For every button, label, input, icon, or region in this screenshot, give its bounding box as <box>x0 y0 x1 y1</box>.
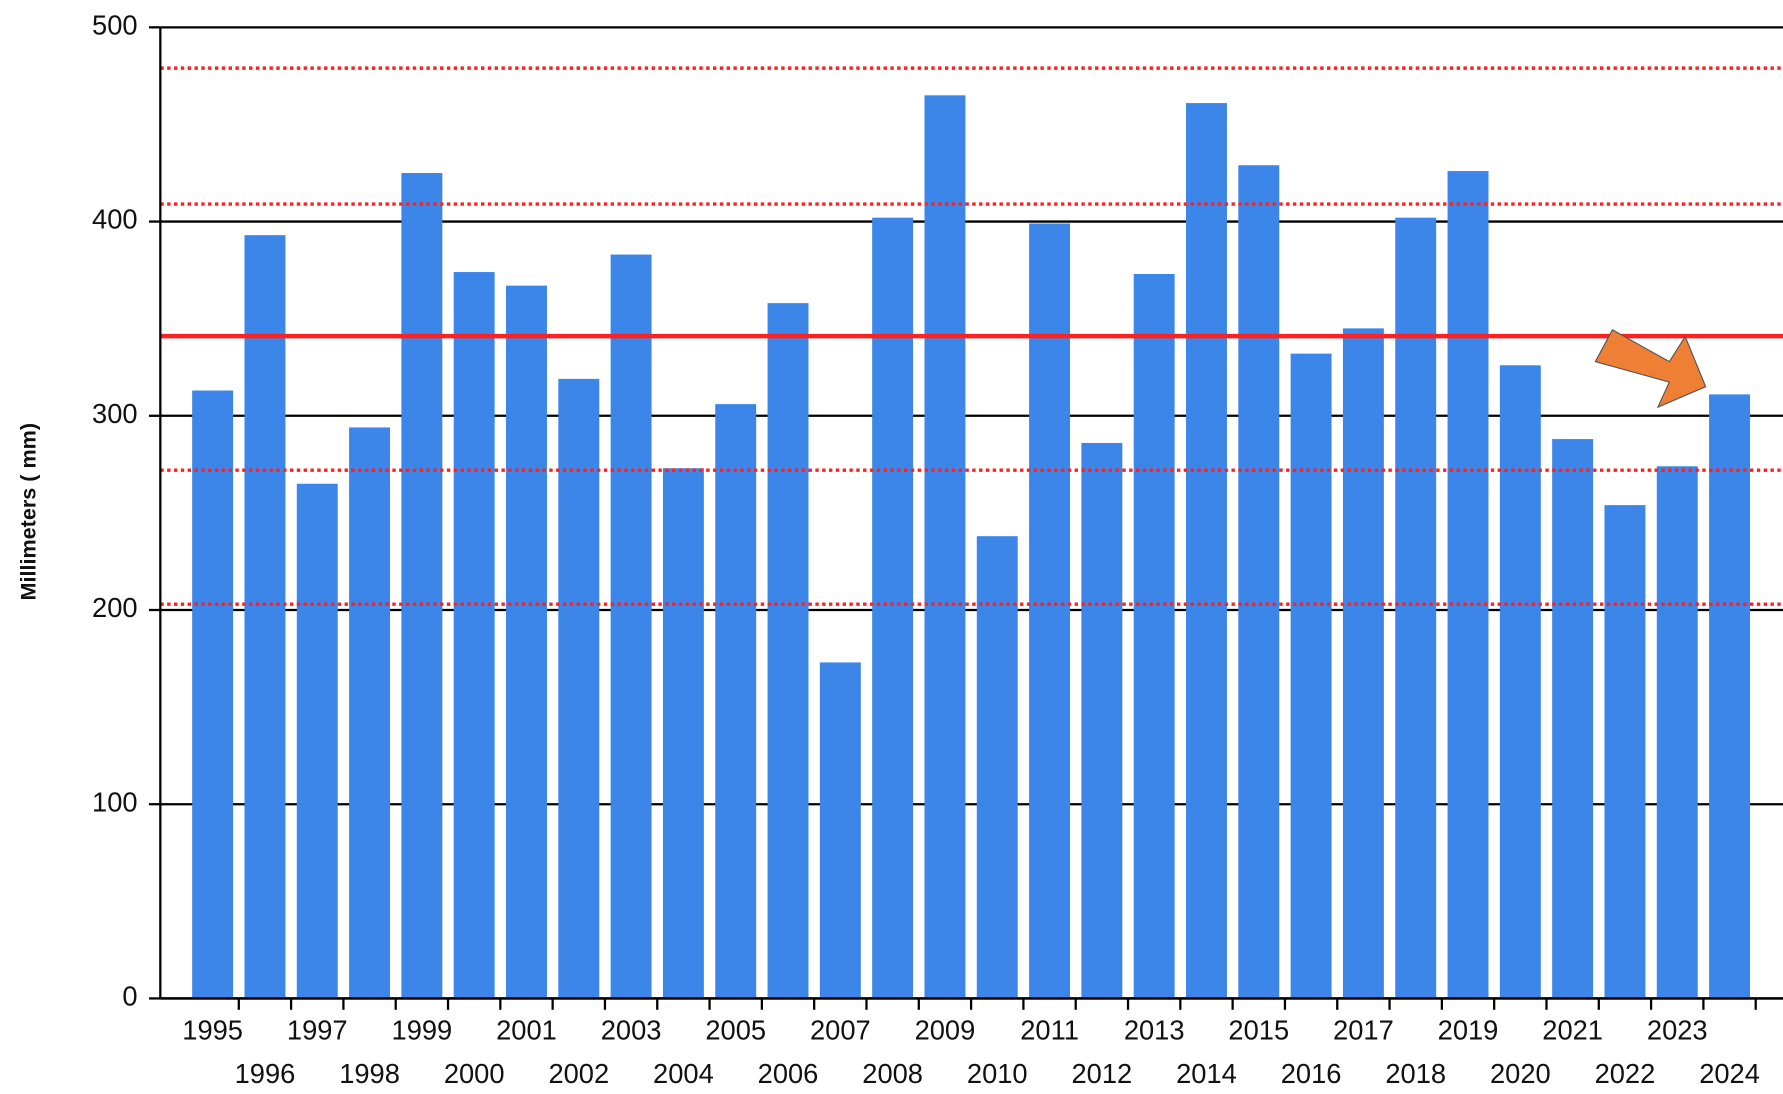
x-tick-label: 1996 <box>235 1058 296 1089</box>
y-tick-label: 300 <box>92 398 138 429</box>
x-tick-label: 2021 <box>1542 1015 1603 1046</box>
y-tick-label: 400 <box>92 204 138 235</box>
x-tick-label: 2023 <box>1647 1015 1708 1046</box>
arrow-annotation <box>1594 329 1707 409</box>
x-tick-label: 2008 <box>862 1058 923 1089</box>
bar <box>453 272 495 999</box>
x-tick-label: 2007 <box>810 1015 871 1046</box>
x-tick-label: 2003 <box>601 1015 662 1046</box>
bar <box>976 536 1018 999</box>
x-tick-label: 2011 <box>1020 1015 1079 1046</box>
bar <box>924 95 966 999</box>
x-tick-label: 2018 <box>1385 1058 1446 1089</box>
bar <box>1709 394 1751 999</box>
bar <box>1604 505 1646 999</box>
bar <box>1656 466 1698 999</box>
x-tick-label: 2004 <box>653 1058 714 1089</box>
x-tick-label: 2015 <box>1228 1015 1289 1046</box>
bar <box>1395 217 1437 999</box>
bar <box>296 483 338 999</box>
x-tick-label: 2017 <box>1333 1015 1394 1046</box>
x-tick-label: 2019 <box>1438 1015 1499 1046</box>
bar <box>819 662 861 999</box>
bar <box>1081 442 1123 999</box>
x-tick-label: 2020 <box>1490 1058 1551 1089</box>
x-tick-label: 2010 <box>967 1058 1028 1089</box>
bar <box>244 235 286 999</box>
x-tick-label: 1997 <box>287 1015 348 1046</box>
bar <box>401 173 443 999</box>
bar <box>1029 223 1071 999</box>
x-tick-label: 2001 <box>496 1015 557 1046</box>
x-tick-label: 2016 <box>1281 1058 1342 1089</box>
bar <box>715 404 757 999</box>
x-tick-label: 1998 <box>339 1058 400 1089</box>
x-tick-label: 2012 <box>1072 1058 1133 1089</box>
bar <box>767 303 809 999</box>
x-tick-label: 2013 <box>1124 1015 1185 1046</box>
x-tick-label: 2002 <box>548 1058 609 1089</box>
bar <box>506 285 547 999</box>
bar <box>1186 103 1227 999</box>
y-tick-label: 500 <box>92 10 138 41</box>
bar <box>872 217 914 999</box>
x-tick-label: 2000 <box>444 1058 505 1089</box>
bar <box>1552 439 1594 999</box>
bar <box>1499 365 1541 999</box>
y-tick-label: 0 <box>122 981 137 1012</box>
bar <box>1238 165 1280 999</box>
x-tick-label: 2009 <box>915 1015 976 1046</box>
x-tick-label: 1995 <box>182 1015 243 1046</box>
x-tick-label: 2006 <box>758 1058 819 1089</box>
y-tick-label: 100 <box>92 786 138 817</box>
x-tick-label: 2005 <box>705 1015 766 1046</box>
bar <box>558 378 600 999</box>
bar <box>1133 273 1175 999</box>
bar <box>610 254 652 999</box>
x-tick-label: 1999 <box>392 1015 453 1046</box>
bar <box>192 390 234 999</box>
bar <box>1342 328 1384 999</box>
bar <box>1290 353 1332 999</box>
x-tick-label: 2022 <box>1595 1058 1656 1089</box>
x-tick-label: 2024 <box>1699 1058 1760 1089</box>
y-tick-label: 200 <box>92 592 138 623</box>
bar <box>349 427 391 999</box>
bar <box>662 468 704 999</box>
y-axis-label: Millimeters ( mm) <box>15 423 40 601</box>
bar <box>1447 171 1489 999</box>
x-tick-label: 2014 <box>1176 1058 1237 1089</box>
